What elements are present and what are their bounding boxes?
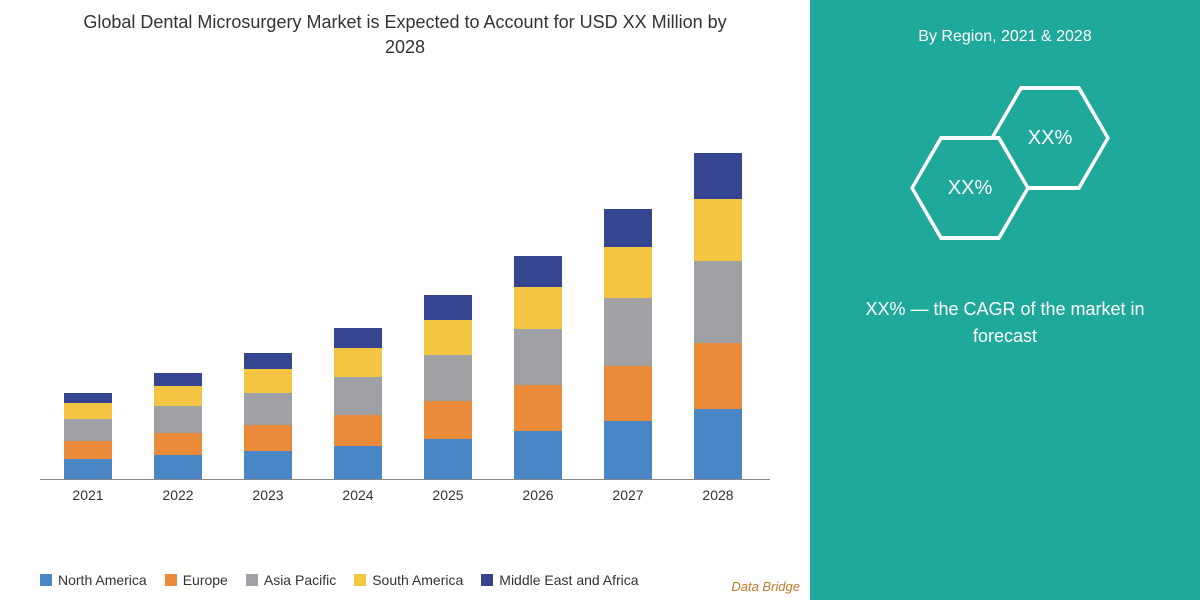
bar-segment	[334, 377, 382, 415]
bar-segment	[514, 385, 562, 431]
bar-segment	[694, 409, 742, 479]
bar-segment	[244, 369, 292, 393]
legend-label: Europe	[183, 572, 228, 588]
x-axis-label: 2025	[432, 487, 463, 503]
bar-segment	[424, 320, 472, 355]
x-axis-label: 2027	[612, 487, 643, 503]
bar-column: 2021	[64, 393, 112, 479]
bar-segment	[154, 406, 202, 433]
bar-segment	[64, 419, 112, 441]
side-subtitle: By Region, 2021 & 2028	[834, 28, 1176, 46]
source-attribution: Data Bridge	[731, 579, 800, 594]
legend-item: South America	[354, 572, 463, 588]
bar-segment	[154, 386, 202, 406]
bar-segment	[514, 329, 562, 385]
bar-column: 2022	[154, 373, 202, 479]
bar-segment	[604, 247, 652, 298]
legend-label: South America	[372, 572, 463, 588]
legend: North America Europe Asia Pacific South Ame…	[40, 572, 800, 588]
x-axis-label: 2028	[702, 487, 733, 503]
bar-segment	[64, 441, 112, 459]
bar-column: 2024	[334, 328, 382, 479]
bar-column: 2028	[694, 153, 742, 479]
legend-item: North America	[40, 572, 147, 588]
bar-segment	[154, 373, 202, 386]
side-panel: By Region, 2021 & 2028 XX% XX% XX% — the…	[810, 0, 1200, 600]
bar-segment	[694, 153, 742, 199]
hexagon-graphic: XX% XX%	[900, 76, 1110, 266]
bar-segment	[244, 451, 292, 479]
chart-region: 2021 2022 2023 2024 2025 2026 2027 2028	[20, 70, 790, 510]
bar-segment	[64, 403, 112, 419]
bar-segment	[334, 446, 382, 479]
bar-segment	[424, 439, 472, 479]
x-axis-label: 2021	[72, 487, 103, 503]
legend-label: Middle East and Africa	[499, 572, 638, 588]
bar-segment	[604, 366, 652, 421]
legend-swatch	[354, 574, 366, 586]
stacked-bar-plot: 2021 2022 2023 2024 2025 2026 2027 2028	[40, 80, 770, 480]
bar-segment	[514, 256, 562, 287]
legend-item: Asia Pacific	[246, 572, 336, 588]
bar-segment	[154, 433, 202, 455]
bar-segment	[64, 459, 112, 479]
bar-segment	[604, 209, 652, 247]
bar-column: 2026	[514, 256, 562, 479]
legend-swatch	[246, 574, 258, 586]
legend-swatch	[165, 574, 177, 586]
bar-segment	[64, 393, 112, 403]
x-axis-label: 2023	[252, 487, 283, 503]
chart-title: Global Dental Microsurgery Market is Exp…	[20, 10, 790, 60]
bar-segment	[694, 261, 742, 343]
bar-segment	[244, 393, 292, 425]
bar-segment	[514, 287, 562, 329]
legend-item: Europe	[165, 572, 228, 588]
x-axis-label: 2022	[162, 487, 193, 503]
bar-segment	[334, 348, 382, 377]
bar-segment	[424, 401, 472, 439]
bar-segment	[334, 328, 382, 348]
bar-segment	[244, 353, 292, 369]
legend-swatch	[481, 574, 493, 586]
bar-segment	[694, 343, 742, 409]
bar-column: 2025	[424, 295, 472, 479]
chart-panel: Global Dental Microsurgery Market is Exp…	[0, 0, 810, 600]
bar-segment	[604, 421, 652, 479]
bar-segment	[424, 355, 472, 401]
bar-segment	[514, 431, 562, 479]
x-axis-label: 2024	[342, 487, 373, 503]
x-axis-label: 2026	[522, 487, 553, 503]
bar-segment	[154, 455, 202, 479]
bar-segment	[694, 199, 742, 261]
legend-label: North America	[58, 572, 147, 588]
bar-segment	[424, 295, 472, 320]
bar-column: 2023	[244, 353, 292, 479]
legend-swatch	[40, 574, 52, 586]
legend-label: Asia Pacific	[264, 572, 336, 588]
side-caption: XX% — the CAGR of the market in forecast	[834, 296, 1176, 350]
bar-segment	[334, 415, 382, 446]
bar-column: 2027	[604, 209, 652, 479]
bar-segment	[244, 425, 292, 451]
bar-segment	[604, 298, 652, 366]
legend-item: Middle East and Africa	[481, 572, 638, 588]
